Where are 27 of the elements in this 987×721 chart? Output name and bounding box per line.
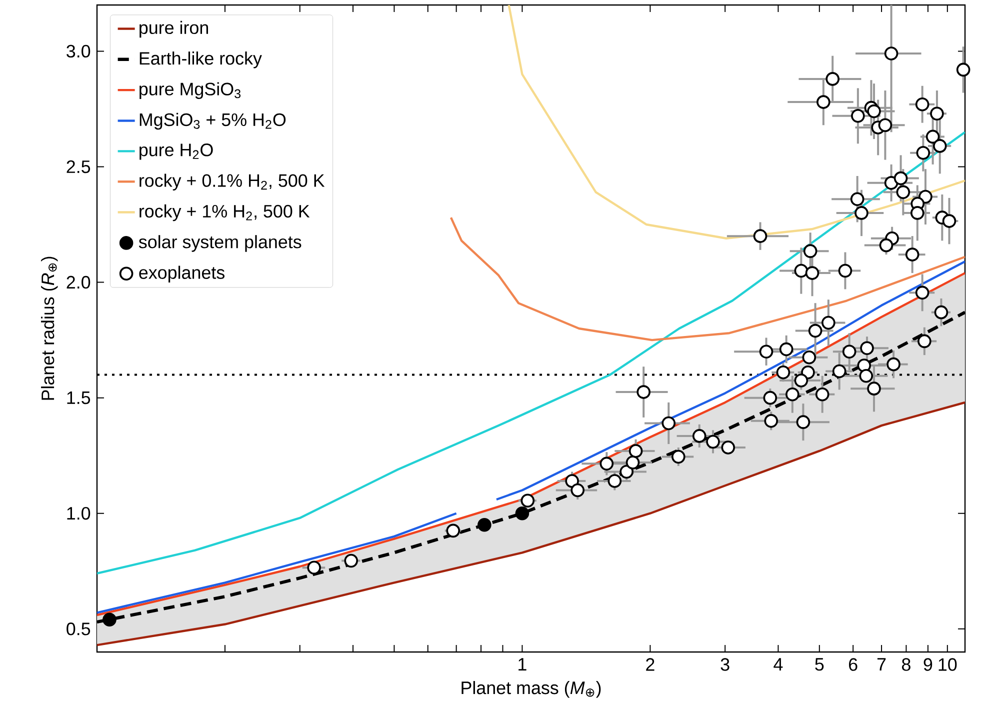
legend-label: pure MgSiO$_{3}$ — [140, 82, 241, 99]
legend-label: pure H$_{2}$O — [140, 144, 213, 160]
legend-label: pure iron — [140, 20, 208, 38]
y-tick-label: 3.0 — [66, 44, 90, 58]
legend-label: Earth-like rocky — [140, 52, 262, 68]
y-tick-label: 2.0 — [66, 276, 90, 289]
x-tick-label: 2 — [646, 658, 654, 671]
x-axis-title: Planet mass (M$_{⊕}$) — [462, 681, 601, 698]
x-tick-label: 9 — [924, 658, 932, 671]
legend-label: rocky + 1% H$_{2}$, 500 K — [140, 204, 310, 222]
x-tick-label: 8 — [902, 658, 910, 671]
x-tick-label: 5 — [815, 658, 824, 671]
x-tick-label: 3 — [720, 658, 730, 671]
y-axis-title: Planet radius (R$_{⊕}$) — [41, 256, 58, 400]
legend-label: solar system planets — [138, 235, 302, 252]
legend-label: MgSiO$_{3}$ + 5% H$_{2}$O — [140, 112, 286, 130]
y-tick-label: 1.0 — [67, 506, 90, 520]
x-tick-label: 10 — [938, 658, 957, 671]
legend-label: rocky + 0.1% H$_{2}$, 500 K — [140, 174, 325, 190]
y-tick-label: 2.5 — [66, 160, 90, 174]
x-tick-label: 1 — [518, 658, 526, 671]
x-tick-label: 4 — [774, 658, 783, 671]
x-tick-label: 6 — [848, 658, 858, 671]
legend-label: exoplanets — [139, 266, 224, 282]
y-tick-label: 1.5 — [67, 392, 90, 404]
x-tick-label: 7 — [877, 658, 886, 671]
y-tick-label: 0.5 — [66, 622, 90, 636]
